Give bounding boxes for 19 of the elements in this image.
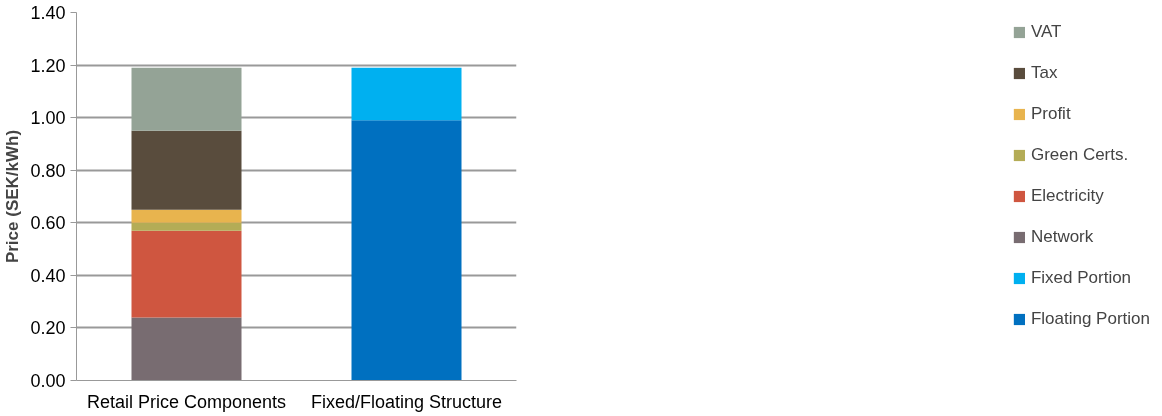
y-tick-label: 0.80: [30, 160, 66, 181]
y-tick-label: 1.20: [30, 55, 66, 76]
legend-label: Network: [1030, 227, 1094, 247]
x-tick-label: Fixed/Floating Structure: [310, 391, 503, 412]
y-axis-title: Price (SEK/kWh): [3, 129, 23, 264]
y-tick-label: 1.40: [30, 3, 66, 23]
legend-label: Tax: [1030, 63, 1058, 83]
y-tick-label: 0.20: [30, 318, 66, 339]
y-tick-label: 0.00: [30, 371, 66, 391]
legend-label: Profit: [1030, 104, 1071, 124]
legend-label: VAT: [1030, 22, 1062, 42]
legend-label: Fixed Portion: [1030, 268, 1132, 288]
legend-label: Floating Portion: [1030, 309, 1150, 329]
y-tick-label: 0.60: [30, 213, 66, 234]
y-tick-label: 0.40: [30, 265, 66, 286]
legend-label: Green Certs.: [1030, 145, 1129, 165]
legend-label: Electricity: [1030, 186, 1104, 206]
x-tick-label: Retail Price Components: [86, 391, 287, 412]
y-tick-label: 1.00: [30, 108, 66, 129]
